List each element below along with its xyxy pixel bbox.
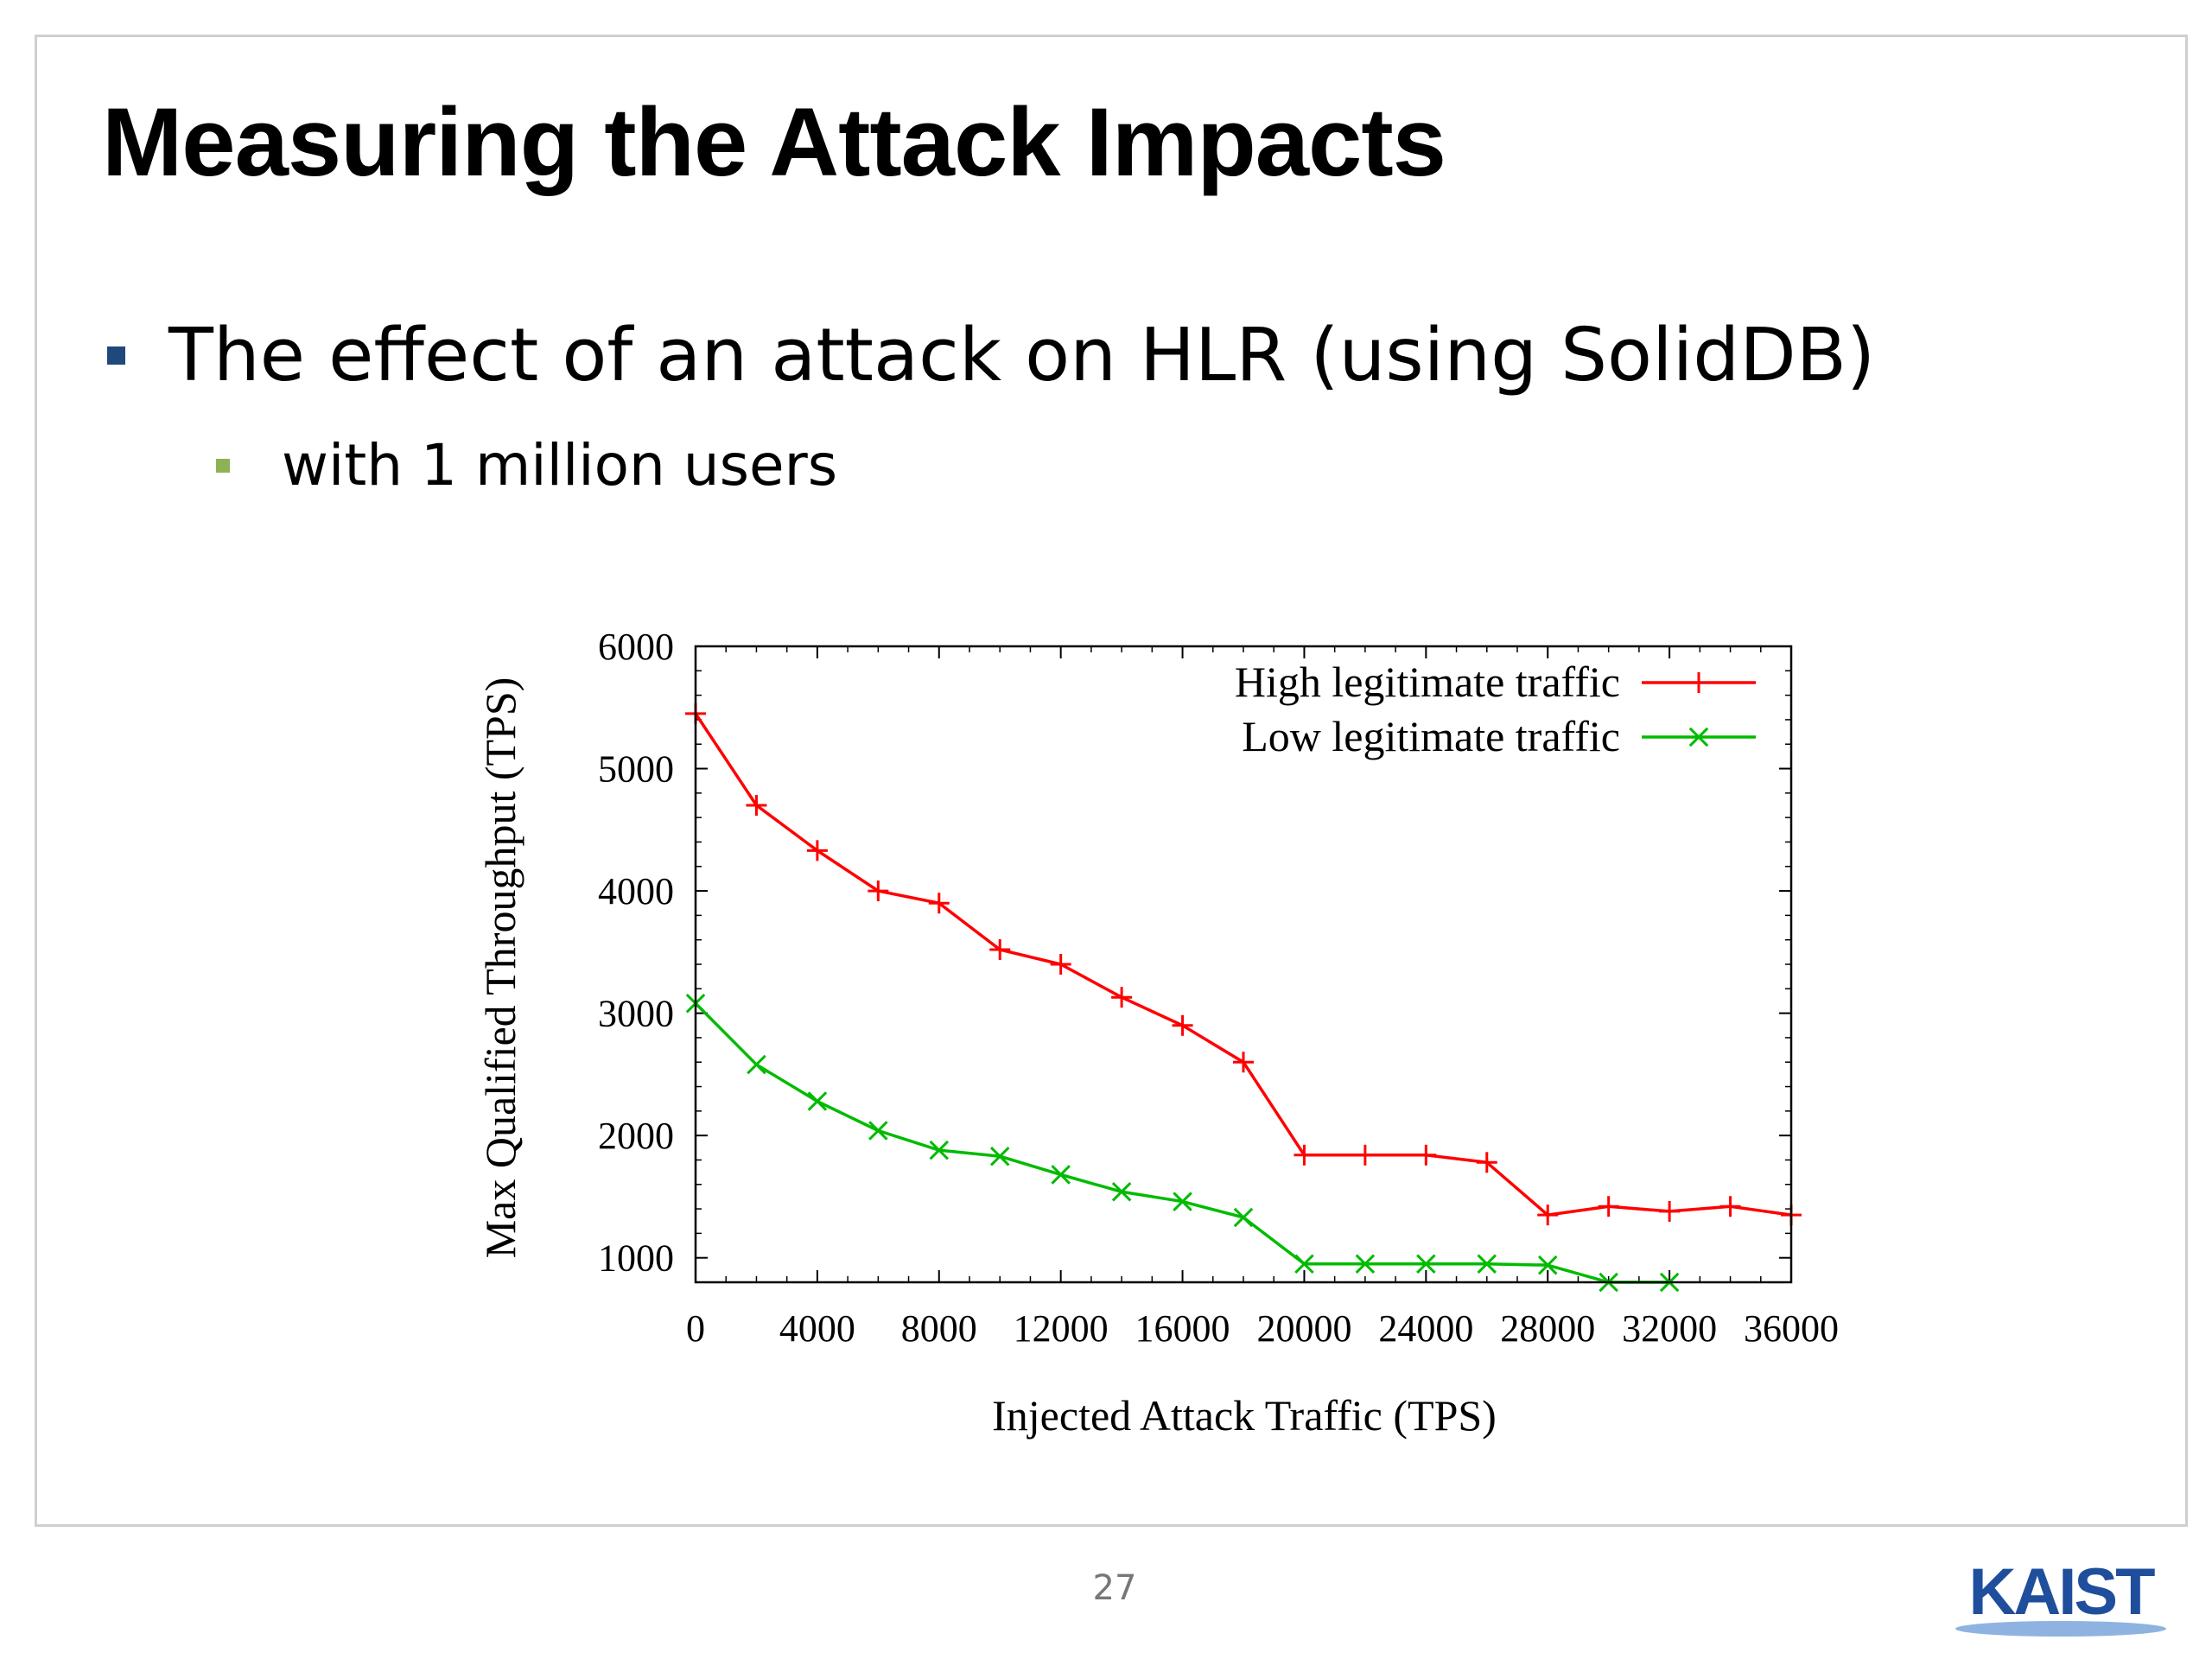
data-point <box>1355 1254 1376 1274</box>
x-tick-label: 36000 <box>1744 1307 1839 1350</box>
x-tick-label: 4000 <box>779 1307 855 1350</box>
plot-frame <box>694 645 1793 1284</box>
y-tick-label: 6000 <box>598 626 674 668</box>
data-point <box>1233 1207 1254 1228</box>
data-point <box>807 1091 828 1111</box>
x-tick-label: 20000 <box>1256 1307 1351 1350</box>
y-tick-label: 2000 <box>598 1115 674 1157</box>
bullet-text: The effect of an attack on HLR (using So… <box>168 313 1876 398</box>
x-tick-label: 12000 <box>1014 1307 1109 1350</box>
square-bullet-icon <box>216 458 230 473</box>
y-tick-label: 4000 <box>598 870 674 912</box>
data-point <box>1537 1205 1559 1226</box>
kaist-logo-text: KAIST <box>1969 1555 2156 1629</box>
data-point <box>1659 1200 1681 1222</box>
y-tick-label: 3000 <box>598 993 674 1035</box>
x-tick-label: 24000 <box>1378 1307 1473 1350</box>
data-point <box>1477 1254 1497 1274</box>
bullet-item-level2: with 1 million users <box>216 432 837 499</box>
y-tick-label: 5000 <box>598 748 674 791</box>
data-point <box>1719 1196 1741 1217</box>
data-point <box>1415 1144 1437 1166</box>
series-line-high <box>694 712 1792 1217</box>
page-number: 27 <box>1092 1568 1137 1608</box>
series-line-low <box>694 1002 1670 1284</box>
x-tick-label: 16000 <box>1135 1307 1230 1350</box>
data-point <box>746 795 767 816</box>
data-point <box>1294 1254 1314 1274</box>
slide-title: Measuring the Attack Impacts <box>102 88 1446 196</box>
legend-label: Low legitimate traffic <box>1242 712 1620 760</box>
data-point <box>989 1146 1010 1166</box>
x-tick-label: 32000 <box>1622 1307 1717 1350</box>
data-point <box>1172 1014 1193 1036</box>
legend-marker <box>1688 727 1709 747</box>
data-point <box>1233 1052 1254 1073</box>
legend-label: High legitimate traffic <box>1235 658 1620 706</box>
data-point <box>989 939 1011 961</box>
data-point <box>1294 1144 1315 1166</box>
chart-ticks: 0 4000 8000 12000 16000 20000 24000 28000 32000 3… <box>598 626 1839 1350</box>
bullet-item-level1: The effect of an attack on HLR (using So… <box>107 313 1875 398</box>
data-point <box>929 1140 950 1160</box>
x-tick-label: 0 <box>686 1307 705 1350</box>
data-point <box>1050 954 1071 975</box>
bullet-text: with 1 million users <box>282 432 838 499</box>
data-point <box>1598 1196 1619 1217</box>
data-point <box>1537 1255 1558 1275</box>
y-axis-label: Max Qualified Throughput (TPS) <box>476 677 524 1259</box>
kaist-logo: KAIST <box>1955 1555 2166 1637</box>
data-point <box>1111 1182 1132 1202</box>
chart-series <box>685 702 1802 1293</box>
legend-marker <box>1688 672 1709 693</box>
data-point <box>747 1054 766 1075</box>
data-point <box>1111 987 1133 1008</box>
data-point <box>806 840 828 861</box>
data-point <box>928 893 950 914</box>
data-point <box>1416 1254 1436 1274</box>
chart-legend: High legitimate traffic Low legitimate tr… <box>1235 658 1756 760</box>
data-point <box>1354 1144 1376 1166</box>
data-point <box>868 1121 888 1141</box>
slide-frame <box>35 35 2188 1527</box>
data-point <box>1476 1152 1497 1173</box>
square-bullet-icon <box>107 346 125 365</box>
x-tick-label: 8000 <box>901 1307 977 1350</box>
data-point <box>1173 1192 1192 1211</box>
data-point <box>1051 1165 1071 1185</box>
y-tick-label: 1000 <box>598 1237 674 1280</box>
data-point <box>868 880 889 902</box>
x-axis-label: Injected Attack Traffic (TPS) <box>992 1391 1497 1440</box>
x-tick-label: 28000 <box>1500 1307 1595 1350</box>
